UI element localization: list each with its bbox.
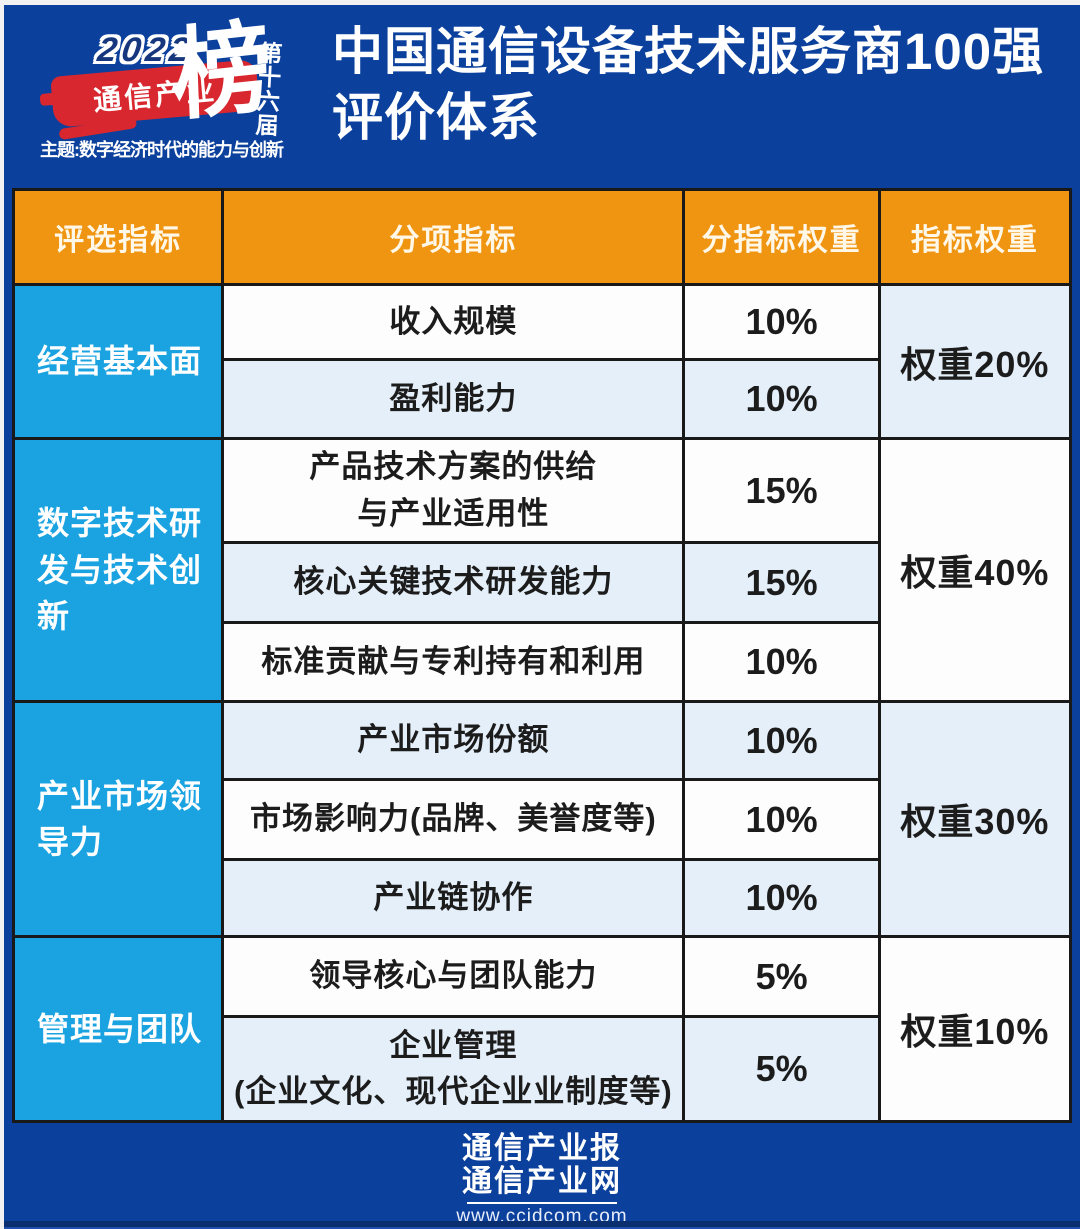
footer-logo-web: 通信产业网 <box>462 1165 622 1198</box>
subindex-name: 企业管理 (企业文化、现代企业业制度等) <box>224 1018 683 1120</box>
subindex-name: 核心关键技术研发能力 <box>224 544 683 621</box>
group-label: 经营基本面 <box>15 286 222 437</box>
group-weight: 权重20% <box>880 286 1069 437</box>
subindex-name: 标准贡献与专利持有和利用 <box>224 624 683 700</box>
subindex-weight: 10% <box>685 703 878 778</box>
subindex-weight: 10% <box>685 361 878 437</box>
column-header-subindex: 分项指标 <box>224 191 683 283</box>
logo-edition: 第十六届 <box>251 40 282 138</box>
logo-theme: 主题:数字经济时代的能力与创新 <box>40 140 284 160</box>
group-weight: 权重30% <box>880 703 1069 935</box>
cpn-award-logo: 2022 通信产业 榜 第十六届 主题:数字经济时代的能力与创新 <box>4 5 334 188</box>
subindex-name: 产品技术方案的供给 与产业适用性 <box>224 440 683 541</box>
subindex-name: 盈利能力 <box>224 361 683 437</box>
footer-logo-paper: 通信产业报 <box>462 1132 622 1165</box>
subindex-weight: 15% <box>685 544 878 621</box>
footer-divider <box>467 1202 617 1204</box>
subindex-name: 收入规模 <box>224 286 683 358</box>
subindex-weight: 10% <box>685 861 878 935</box>
bottom-dark-strip <box>4 1221 1080 1227</box>
column-header-subweight: 分指标权重 <box>685 191 878 283</box>
column-header-weight: 指标权重 <box>880 191 1069 283</box>
group-weight: 权重10% <box>880 938 1069 1120</box>
subindex-name: 市场影响力(品牌、美誉度等) <box>224 781 683 858</box>
subindex-weight: 15% <box>685 440 878 541</box>
page-title: 中国通信设备技术服务商100强 评价体系 <box>332 19 1044 151</box>
subindex-weight: 10% <box>685 781 878 858</box>
header: 2022 通信产业 榜 第十六届 主题:数字经济时代的能力与创新 中国通信设备技… <box>4 5 1080 188</box>
evaluation-table: 评选指标 分项指标 分指标权重 指标权重 经营基本面 收入规模 10% 盈利能力… <box>12 188 1072 1123</box>
footer: 通信产业报 通信产业网 www.ccidcom.com <box>4 1123 1080 1229</box>
subindex-name: 产业链协作 <box>224 861 683 935</box>
group-label: 产业市场领导力 <box>15 703 222 935</box>
subindex-weight: 10% <box>685 286 878 358</box>
group-weight: 权重40% <box>880 440 1069 700</box>
subindex-weight: 5% <box>685 1018 878 1120</box>
subindex-name: 产业市场份额 <box>224 703 683 778</box>
group-label: 数字技术研发与技术创新 <box>15 440 222 700</box>
page-title-line1: 中国通信设备技术服务商100强 <box>332 23 1045 80</box>
group-label: 管理与团队 <box>15 938 222 1120</box>
bottom-light-strip <box>4 1227 1080 1229</box>
subindex-weight: 5% <box>685 938 878 1015</box>
column-header-category: 评选指标 <box>15 191 222 283</box>
subindex-weight: 10% <box>685 624 878 700</box>
subindex-name: 领导核心与团队能力 <box>224 938 683 1015</box>
page-title-line2: 评价体系 <box>332 89 541 146</box>
